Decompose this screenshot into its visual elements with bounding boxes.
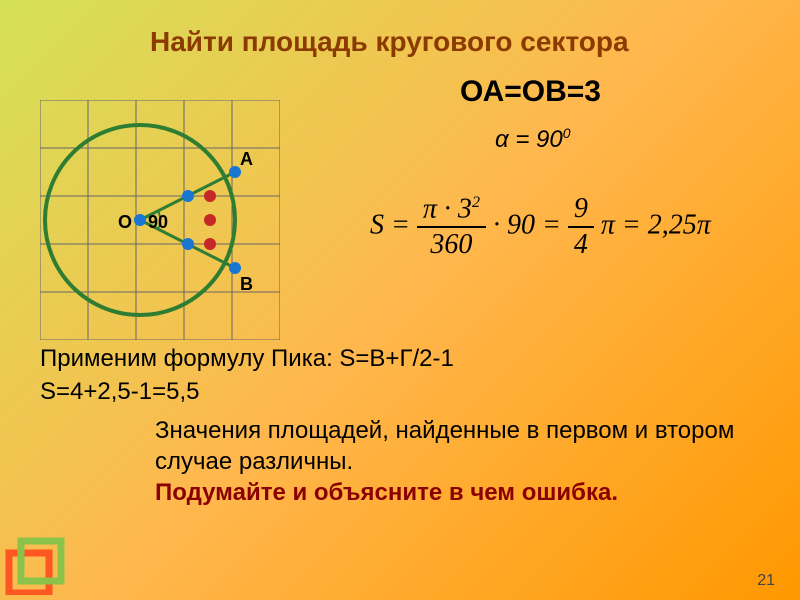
page-number: 21 (757, 572, 775, 590)
given-text: ОА=ОВ=3 (460, 75, 601, 109)
pick-calc-text: S=4+2,5-1=5,5 (40, 378, 199, 406)
area-formula: S = π · 32 360 · 90 = 9 4 π = 2,25π (370, 195, 711, 259)
svg-text:А: А (240, 149, 253, 169)
pick-formula-text: Применим формулу Пика: S=В+Г/2-1 (40, 345, 454, 373)
sector-diagram: О 90 А В (40, 100, 280, 340)
slide-title: Найти площадь кругового сектора (150, 25, 629, 59)
conclusion-text: Значения площадей, найденные в первом и … (155, 415, 755, 509)
svg-text:90: 90 (148, 212, 168, 232)
alpha-text: α = 900 (495, 125, 571, 154)
logo-icon (5, 535, 65, 595)
slide: Найти площадь кругового сектора ОА=ОВ=3 … (0, 0, 800, 600)
svg-text:О: О (118, 212, 132, 232)
svg-text:В: В (240, 274, 253, 294)
